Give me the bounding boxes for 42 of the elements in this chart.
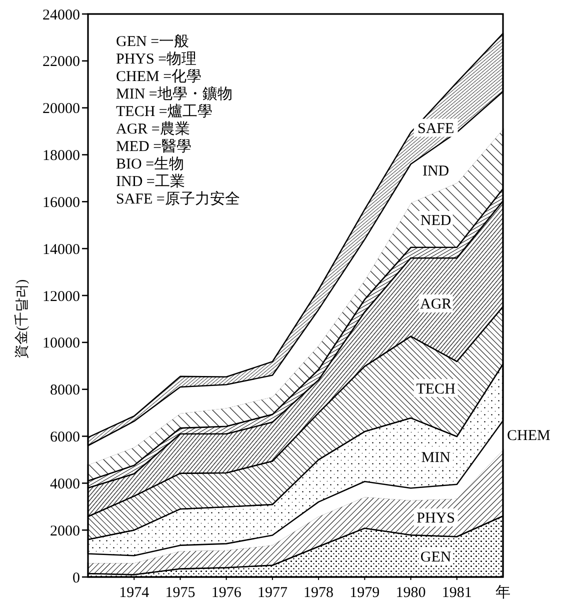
y-tick-label: 16000: [42, 194, 80, 211]
x-tick-label: 1974: [119, 585, 150, 601]
annotation: IND =工業: [116, 173, 185, 190]
x-tick-label: 1979: [350, 585, 380, 601]
annotation: MED =醫學: [116, 138, 192, 155]
x-tick-label: 1981: [442, 585, 472, 601]
y-tick-label: 6000: [50, 430, 80, 446]
series-label: AGR: [420, 296, 452, 313]
annotation: MIN =地學・鑛物: [116, 86, 232, 102]
series-label: SAFE: [417, 121, 454, 138]
y-tick-label: 22000: [42, 54, 80, 70]
annotation: BIO =生物: [116, 156, 184, 172]
series-label: IND: [422, 164, 450, 180]
y-tick-label: 8000: [50, 382, 80, 399]
annotation: GEN =一般: [116, 34, 190, 50]
y-tick-label: 14000: [42, 242, 80, 258]
y-tick-label: 0: [72, 570, 80, 586]
annotation: SAFE =原子力安全: [116, 190, 240, 208]
y-axis-title: 資金(千달러): [14, 278, 30, 359]
x-tick-label: 1976: [211, 585, 242, 601]
y-tick-label: 2000: [50, 523, 80, 540]
y-tick-label: 10000: [42, 336, 80, 352]
annotation: PHYS =物理: [116, 52, 197, 68]
x-axis-title: 年: [496, 584, 510, 601]
x-tick-label: 1977: [257, 585, 288, 601]
series-label: PHYS: [416, 510, 456, 527]
series-label: TECH: [416, 381, 456, 398]
y-tick-label: 4000: [50, 476, 80, 492]
x-tick-label: 1980: [396, 585, 426, 601]
series-label: CHEM: [507, 428, 550, 444]
annotation: TECH =爐工學: [116, 103, 212, 120]
annotation: CHEM =化學: [116, 68, 202, 85]
y-tick-label: 20000: [42, 101, 80, 118]
y-tick-label: 12000: [42, 288, 80, 305]
annotation: AGR =農業: [116, 120, 190, 138]
series-label: NED: [420, 213, 452, 230]
series-label: GEN: [420, 550, 452, 566]
series-label: MIN: [421, 450, 451, 466]
y-tick-label: 24000: [42, 7, 80, 24]
x-tick-label: 1975: [165, 585, 196, 601]
y-tick-label: 18000: [42, 148, 80, 164]
x-tick-label: 1978: [304, 585, 334, 601]
